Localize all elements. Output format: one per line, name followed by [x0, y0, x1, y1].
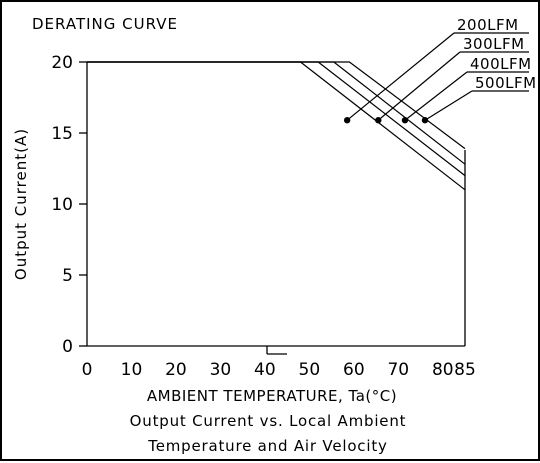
y-tick-label: 15 [51, 124, 73, 144]
leader-line-500lfm [424, 90, 473, 121]
chart-title: DERATING CURVE [32, 15, 178, 33]
series-lines [87, 61, 466, 191]
legend-label-200lfm: 200LFM [457, 16, 519, 34]
x-tick-label: 10 [121, 360, 143, 380]
x-tick-label: 30 [210, 360, 232, 380]
y-axis-label: Output Current(A) [12, 128, 30, 280]
x-tick-label: 50 [299, 360, 321, 380]
y-tick-label: 20 [51, 53, 73, 73]
leader-line-400lfm [404, 71, 468, 121]
x-tick-label: 60 [343, 360, 365, 380]
y-tick-label: 10 [51, 195, 73, 215]
y-tick-label: 0 [62, 337, 73, 357]
x-tick-label: 20 [165, 360, 187, 380]
x-tick-label: 70 [387, 360, 409, 380]
series-line-200lfm [87, 61, 466, 191]
legend-label-300lfm: 300LFM [463, 35, 525, 53]
legend-label-400lfm: 400LFM [470, 55, 532, 73]
x-ticks: 0 10 20 30 40 50 60 70 80 85 [82, 360, 476, 380]
legend-label-500lfm: 500LFM [475, 74, 537, 92]
series-line-400lfm [87, 61, 466, 165]
y-ticks: 0 5 10 15 20 [51, 53, 87, 357]
caption-line-2: Temperature and Air Velocity [147, 437, 387, 455]
series-line-300lfm [87, 61, 466, 177]
y-tick-label: 5 [62, 266, 73, 286]
caption-line-1: Output Current vs. Local Ambient [130, 412, 407, 430]
x-tick-label: 0 [82, 360, 93, 380]
leader-line-200lfm [346, 32, 455, 121]
x-tick-label: 40 [254, 360, 276, 380]
legend-leaders [346, 32, 529, 121]
leader-line-300lfm [377, 51, 461, 121]
x-tick-label: 80 [432, 360, 454, 380]
x-axis-label: AMBIENT TEMPERATURE, Ta(°C) [147, 387, 397, 405]
series-line-500lfm [87, 61, 466, 150]
series-markers [343, 117, 429, 124]
series-marker-500lfm [421, 117, 429, 124]
x-tick-label: 85 [454, 360, 476, 380]
